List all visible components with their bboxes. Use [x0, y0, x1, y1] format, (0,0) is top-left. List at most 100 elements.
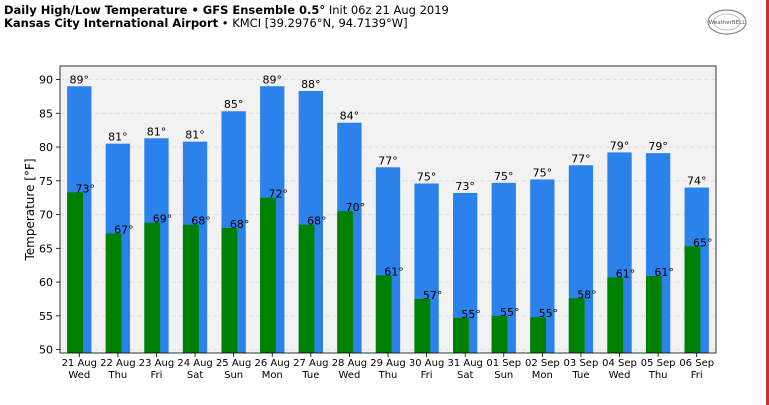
high-temp-label: 77°	[571, 152, 591, 165]
low-temp-label: 65°	[693, 236, 713, 249]
x-tick-date: 02 Sep	[525, 358, 560, 369]
low-temp-bar	[144, 222, 161, 353]
high-temp-label: 75°	[494, 170, 514, 183]
low-temp-bar	[67, 192, 83, 353]
chart-title-main: Daily High/Low Temperature • GFS Ensembl…	[4, 3, 326, 17]
x-tick-date: 24 Aug	[177, 358, 212, 369]
high-temp-label: 88°	[301, 78, 321, 91]
low-temp-label: 55°	[461, 308, 481, 321]
high-temp-label: 81°	[185, 129, 205, 142]
y-tick-label: 50	[39, 344, 53, 357]
y-tick-label: 85	[39, 107, 53, 120]
y-tick-label: 75	[39, 175, 53, 188]
x-tick-day: Sat	[457, 370, 473, 381]
x-tick-date: 29 Aug	[370, 358, 405, 369]
x-tick-day: Mon	[532, 370, 553, 381]
high-temp-label: 73°	[455, 180, 475, 193]
x-tick-date: 30 Aug	[409, 358, 444, 369]
x-tick-day: Wed	[68, 370, 90, 381]
y-tick-label: 65	[39, 242, 53, 255]
low-temp-label: 72°	[268, 188, 288, 201]
high-temp-label: 89°	[70, 73, 90, 86]
low-temp-bar	[105, 233, 122, 353]
x-tick-date: 28 Aug	[332, 358, 367, 369]
high-temp-label: 77°	[378, 154, 398, 167]
weatherbell-logo-icon: WeatherBELL	[707, 9, 747, 35]
high-temp-label: 75°	[533, 166, 553, 179]
x-tick-date: 03 Sep	[564, 358, 599, 369]
x-tick-date: 04 Sep	[602, 358, 637, 369]
chart-subtitle: Kansas City International Airport • KMCI…	[4, 17, 449, 30]
y-axis-label: Temperature [°F]	[23, 158, 37, 261]
low-temp-label: 68°	[191, 215, 211, 228]
x-tick-day: Sat	[187, 370, 203, 381]
x-tick-day: Wed	[609, 370, 631, 381]
y-tick-label: 60	[39, 276, 53, 289]
y-tick-label: 70	[39, 209, 53, 222]
high-temp-label: 79°	[648, 140, 668, 153]
low-temp-label: 69°	[153, 213, 173, 226]
low-temp-bar	[607, 277, 624, 353]
low-temp-label: 70°	[346, 201, 366, 214]
chart-subtitle-station: Kansas City International Airport	[4, 16, 219, 30]
low-temp-label: 55°	[539, 307, 559, 320]
low-temp-bar	[337, 211, 354, 353]
low-temp-bar	[530, 317, 547, 353]
x-tick-date: 06 Sep	[679, 358, 714, 369]
low-temp-bar	[375, 275, 392, 353]
high-temp-label: 75°	[417, 171, 437, 184]
plot-frame	[59, 65, 717, 354]
low-temp-bar	[568, 298, 585, 353]
high-temp-label: 84°	[340, 110, 360, 123]
chart-subtitle-coords: • KMCI [39.2976°N, 94.7139°W]	[218, 16, 408, 30]
low-temp-bar	[453, 317, 469, 353]
low-temp-label: 68°	[230, 218, 250, 231]
low-temp-bar	[182, 224, 199, 353]
low-temp-bar	[221, 228, 238, 353]
window-edge	[766, 0, 769, 405]
chart-header: Daily High/Low Temperature • GFS Ensembl…	[4, 4, 449, 30]
low-temp-label: 55°	[500, 306, 520, 319]
high-temp-label: 74°	[687, 175, 707, 188]
x-tick-date: 01 Sep	[486, 358, 521, 369]
low-temp-bar	[260, 197, 276, 353]
chart-title-init: Init 06z 21 Aug 2019	[325, 3, 449, 17]
x-tick-date: 05 Sep	[641, 358, 676, 369]
x-tick-date: 27 Aug	[293, 358, 328, 369]
x-tick-day: Sun	[494, 370, 513, 381]
x-tick-day: Wed	[339, 370, 361, 381]
low-temp-label: 61°	[654, 266, 674, 279]
chart-title: Daily High/Low Temperature • GFS Ensembl…	[4, 4, 449, 17]
high-temp-label: 79°	[610, 139, 630, 152]
x-tick-day: Fri	[691, 370, 703, 381]
low-temp-label: 61°	[384, 265, 404, 278]
x-tick-day: Fri	[421, 370, 433, 381]
logo-text: WeatherBELL	[709, 20, 746, 26]
high-temp-label: 81°	[147, 125, 167, 138]
x-tick-day: Mon	[262, 370, 283, 381]
high-temp-label: 85°	[224, 98, 244, 111]
x-tick-day: Sun	[224, 370, 243, 381]
high-temp-label: 81°	[108, 131, 128, 144]
x-tick-date: 31 Aug	[447, 358, 482, 369]
x-tick-date: 25 Aug	[216, 358, 251, 369]
low-temp-label: 68°	[307, 215, 327, 228]
y-tick-label: 55	[39, 310, 53, 323]
high-temp-label: 89°	[262, 73, 282, 86]
x-tick-date: 22 Aug	[100, 358, 135, 369]
y-tick-label: 90	[39, 74, 53, 87]
x-tick-day: Tue	[571, 370, 589, 381]
y-tick-label: 80	[39, 141, 53, 154]
low-temp-label: 73°	[76, 182, 96, 195]
low-temp-label: 57°	[423, 289, 443, 302]
low-temp-bar	[414, 298, 431, 353]
x-tick-date: 26 Aug	[255, 358, 290, 369]
x-tick-day: Tue	[301, 370, 319, 381]
low-temp-bar	[645, 276, 662, 353]
low-temp-bar	[684, 246, 701, 353]
low-temp-label: 58°	[577, 288, 597, 301]
x-tick-date: 21 Aug	[62, 358, 97, 369]
low-temp-bar	[298, 224, 315, 353]
low-temp-label: 61°	[616, 267, 636, 280]
